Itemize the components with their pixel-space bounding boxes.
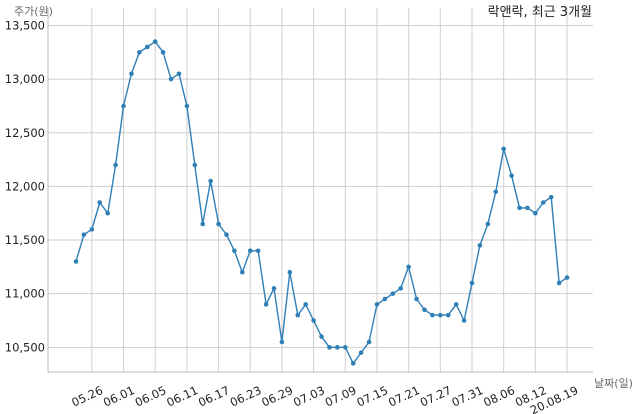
x-tick-label: 07.15 <box>354 383 390 410</box>
data-point <box>461 318 467 323</box>
data-point <box>168 76 174 82</box>
data-point <box>105 210 110 216</box>
data-point <box>144 44 150 50</box>
data-point <box>564 275 570 280</box>
x-tick-label: 08.06 <box>481 383 517 410</box>
data-point <box>152 39 158 44</box>
data-point <box>113 162 118 168</box>
data-point <box>176 71 182 77</box>
data-point <box>303 302 308 307</box>
data-point <box>319 334 324 339</box>
data-point <box>287 269 293 275</box>
data-point <box>224 232 229 237</box>
x-tick-label: 06.11 <box>164 383 200 410</box>
data-point <box>374 302 380 307</box>
grid-lines <box>48 8 593 372</box>
y-tick-label: 12,000 <box>5 179 45 193</box>
data-point <box>342 345 348 350</box>
data-point <box>438 312 443 318</box>
data-point <box>208 178 213 184</box>
data-point <box>493 189 499 195</box>
y-tick-label: 13,500 <box>5 19 45 33</box>
data-point <box>477 243 483 248</box>
data-point <box>335 345 340 350</box>
data-point <box>160 50 166 55</box>
data-point <box>517 205 522 211</box>
data-point <box>89 227 95 232</box>
data-point <box>445 312 451 318</box>
data-point <box>97 200 103 205</box>
x-tick-label: 06.29 <box>259 383 295 410</box>
data-point <box>430 312 435 318</box>
y-axis-label: 주가(원) <box>14 5 53 18</box>
data-point <box>398 286 404 291</box>
data-point <box>327 345 332 350</box>
x-tick-label: 07.03 <box>291 383 327 410</box>
x-tick-label: 07.27 <box>418 383 454 410</box>
data-point <box>390 291 396 296</box>
data-point <box>81 232 87 237</box>
x-tick-label: 07.31 <box>449 383 485 410</box>
data-point <box>192 162 198 168</box>
y-tick-label: 11,000 <box>5 287 45 301</box>
price-series <box>73 39 570 366</box>
x-tick-label: 06.05 <box>133 383 169 410</box>
data-point <box>350 361 356 366</box>
data-point <box>232 248 237 254</box>
x-tick-label: 05.26 <box>69 383 105 410</box>
data-point <box>540 200 546 205</box>
data-point <box>533 210 538 216</box>
data-point <box>509 173 514 178</box>
data-point <box>382 296 388 302</box>
data-point <box>358 350 364 355</box>
x-axis-label: 날짜(일) <box>594 376 633 390</box>
y-tick-label: 10,500 <box>5 340 45 354</box>
x-tick-label: 07.09 <box>323 383 359 410</box>
data-point <box>129 71 134 77</box>
data-point <box>295 312 301 318</box>
x-tick-label: 06.01 <box>101 383 137 410</box>
data-point <box>184 103 190 109</box>
data-point <box>556 280 562 286</box>
data-point <box>121 103 126 109</box>
y-axis-ticks: 10,500 11,000 11,500 12,000 12,500 13,000 13,5… <box>5 19 45 355</box>
chart-title: 락앤락, 최근 3개월 <box>488 5 592 20</box>
data-point <box>501 146 506 152</box>
series-line <box>75 40 568 365</box>
x-tick-label: 06.17 <box>196 383 232 410</box>
y-tick-label: 13,000 <box>5 72 45 86</box>
x-tick-label: 06.23 <box>228 383 264 410</box>
data-point <box>137 50 142 55</box>
data-point <box>279 339 285 345</box>
data-point <box>453 302 459 307</box>
data-point <box>548 194 554 200</box>
data-point <box>216 221 221 227</box>
data-point <box>422 307 427 313</box>
data-point <box>247 248 253 254</box>
data-point <box>263 302 269 307</box>
data-point <box>469 280 475 286</box>
y-tick-label: 12,500 <box>5 126 45 140</box>
data-point <box>414 296 419 302</box>
data-point <box>73 259 79 264</box>
x-tick-label: 07.21 <box>386 383 422 410</box>
plot-frame <box>47 8 593 373</box>
data-point <box>366 339 372 345</box>
data-point <box>406 264 411 270</box>
x-axis-ticks: 05.2606.0106.0506.1106.1706.2306.2907.03… <box>69 383 580 414</box>
y-tick-label: 11,500 <box>5 233 45 247</box>
data-point <box>525 205 530 211</box>
data-point <box>240 269 245 275</box>
data-point <box>485 221 491 227</box>
data-point <box>271 286 277 291</box>
data-point <box>255 248 261 254</box>
data-point <box>200 221 206 227</box>
data-point <box>311 318 316 323</box>
